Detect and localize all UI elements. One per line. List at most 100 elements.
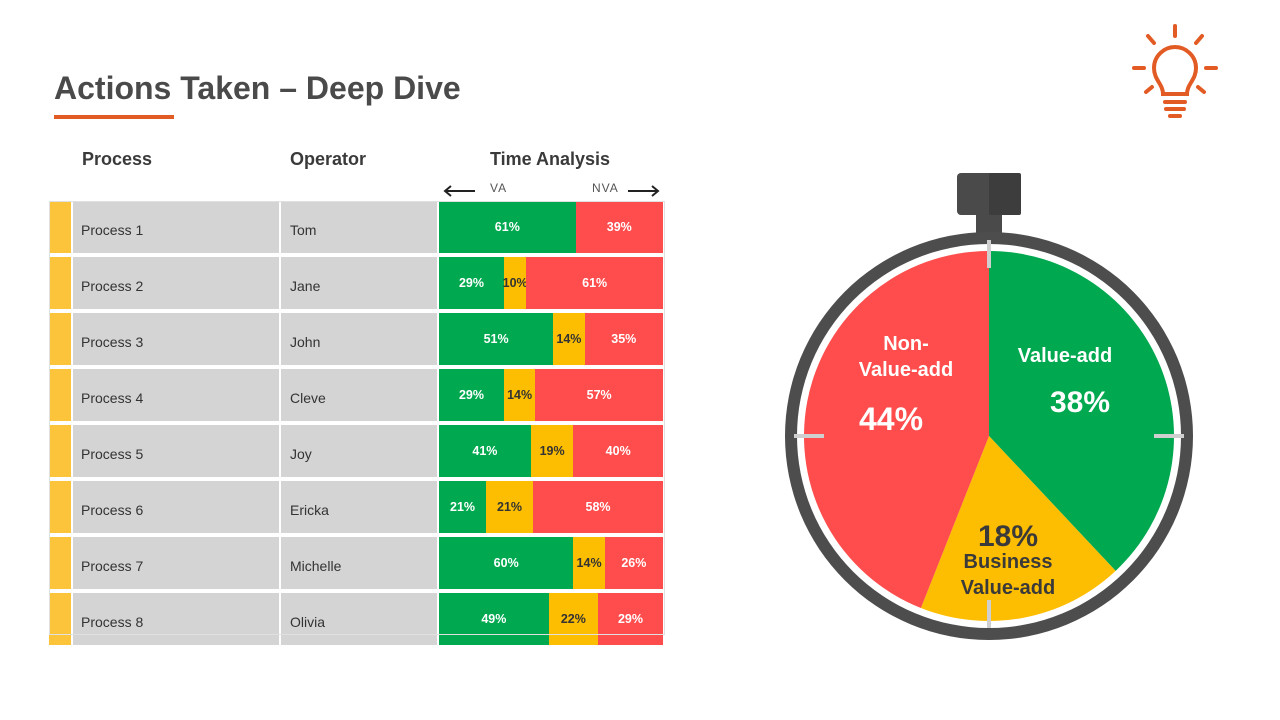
operator-name: Ericka xyxy=(290,502,329,518)
va-segment: 41% xyxy=(439,425,531,477)
process-cell: Process 4 xyxy=(73,369,279,421)
row-accent xyxy=(49,425,71,477)
process-name: Process 2 xyxy=(81,278,144,294)
process-cell: Process 6 xyxy=(73,481,279,533)
arrow-right-icon xyxy=(628,185,660,197)
time-analysis-bar: 49% 22% 29% xyxy=(439,593,663,645)
page-title: Actions Taken – Deep Dive xyxy=(54,70,461,106)
va-segment: 21% xyxy=(439,481,487,533)
operator-name: Jane xyxy=(290,278,321,294)
va-segment: 49% xyxy=(439,593,549,645)
bva-segment: 14% xyxy=(553,313,585,365)
bva-segment: 14% xyxy=(573,537,605,589)
table-row: Process 7 Michelle 60% 14% 26% xyxy=(49,537,665,593)
time-analysis-bar: 60% 14% 26% xyxy=(439,537,663,589)
stopwatch-stem xyxy=(976,215,1002,235)
operator-cell: Joy xyxy=(281,425,437,477)
time-analysis-bar: 21% 21% 58% xyxy=(439,481,663,533)
process-name: Process 1 xyxy=(81,222,144,238)
nva-segment: 35% xyxy=(584,313,663,365)
table-row: Process 3 John 51% 14% 35% xyxy=(49,313,665,369)
operator-name: Tom xyxy=(290,222,317,238)
process-name: Process 6 xyxy=(81,502,144,518)
tick-mark-right xyxy=(1154,434,1184,438)
pie-label-nva-line2: Value-add xyxy=(859,359,953,381)
pie-label-bva-line1: Business xyxy=(964,551,1053,573)
process-table: Process 1 Tom 61% 39% Process 2 Jane 29% 10% 61%… xyxy=(49,201,665,649)
time-analysis-bar: 29% 14% 57% xyxy=(439,369,663,421)
header-time-analysis: Time Analysis xyxy=(490,149,611,169)
process-name: Process 3 xyxy=(81,334,144,350)
operator-cell: Cleve xyxy=(281,369,437,421)
operator-name: Olivia xyxy=(290,614,326,630)
nva-segment: 58% xyxy=(533,481,663,533)
stopwatch-pie-chart: Value-add 38% Non- Value-add 44% 18% Bus… xyxy=(785,173,1193,640)
arrow-left-icon xyxy=(443,185,475,197)
pie-slice-nva xyxy=(804,251,989,609)
operator-cell: Ericka xyxy=(281,481,437,533)
bva-segment: 19% xyxy=(530,425,574,477)
operator-name: John xyxy=(290,334,321,350)
va-axis-label: VA xyxy=(490,181,508,195)
bva-segment: 10% xyxy=(503,257,528,309)
title-underline xyxy=(54,115,174,119)
nva-segment: 57% xyxy=(535,369,663,421)
row-accent xyxy=(49,369,71,421)
pie-pct-va: 38% xyxy=(1050,386,1110,419)
process-name: Process 4 xyxy=(81,390,144,406)
operator-cell: John xyxy=(281,313,437,365)
pie-pct-nva: 44% xyxy=(859,401,923,437)
bva-segment: 14% xyxy=(503,369,536,421)
operator-name: Joy xyxy=(290,446,312,462)
nva-segment: 40% xyxy=(573,425,663,477)
time-analysis-bar: 29% 10% 61% xyxy=(439,257,663,309)
table-row: Process 2 Jane 29% 10% 61% xyxy=(49,257,665,313)
row-accent xyxy=(49,257,71,309)
va-segment: 61% xyxy=(439,201,576,253)
va-segment: 60% xyxy=(439,537,574,589)
tick-mark-left xyxy=(794,434,824,438)
pie-pct-bva: 18% xyxy=(978,520,1038,553)
nva-segment: 39% xyxy=(575,201,663,253)
pie-slice-va xyxy=(989,251,1174,571)
pie-label-va: Value-add xyxy=(1018,345,1112,367)
row-accent xyxy=(49,537,71,589)
process-cell: Process 7 xyxy=(73,537,279,589)
operator-cell: Tom xyxy=(281,201,437,253)
stopwatch-crown-shade xyxy=(989,173,1021,215)
operator-name: Cleve xyxy=(290,390,326,406)
pie-label-bva-line2: Value-add xyxy=(961,577,1055,599)
table-row: Process 8 Olivia 49% 22% 29% xyxy=(49,593,665,649)
process-cell: Process 1 xyxy=(73,201,279,253)
nva-segment: 61% xyxy=(526,257,663,309)
operator-name: Michelle xyxy=(290,558,342,574)
va-segment: 29% xyxy=(439,369,504,421)
header-process: Process xyxy=(82,149,153,169)
row-accent xyxy=(49,481,71,533)
time-analysis-bar: 51% 14% 35% xyxy=(439,313,663,365)
nva-axis-label: NVA xyxy=(592,181,619,195)
process-cell: Process 3 xyxy=(73,313,279,365)
time-analysis-bar: 61% 39% xyxy=(439,201,663,253)
table-row: Process 4 Cleve 29% 14% 57% xyxy=(49,369,665,425)
tick-mark-top xyxy=(987,240,991,268)
process-name: Process 5 xyxy=(81,446,144,462)
tick-mark-bottom xyxy=(987,600,991,628)
va-segment: 51% xyxy=(439,313,554,365)
pie-slice-bva xyxy=(920,436,1116,621)
table-row: Process 1 Tom 61% 39% xyxy=(49,201,665,257)
pie-label-nva-line1: Non- xyxy=(883,333,929,355)
bva-segment: 21% xyxy=(486,481,534,533)
lightbulb-icon xyxy=(1132,24,1218,118)
row-accent xyxy=(49,201,71,253)
operator-cell: Jane xyxy=(281,257,437,309)
va-segment: 29% xyxy=(439,257,504,309)
process-name: Process 7 xyxy=(81,558,144,574)
process-cell: Process 2 xyxy=(73,257,279,309)
process-cell: Process 5 xyxy=(73,425,279,477)
table-row: Process 5 Joy 41% 19% 40% xyxy=(49,425,665,481)
time-analysis-bar: 41% 19% 40% xyxy=(439,425,663,477)
header-operator: Operator xyxy=(290,149,367,169)
table-row: Process 6 Ericka 21% 21% 58% xyxy=(49,481,665,537)
process-name: Process 8 xyxy=(81,614,144,630)
